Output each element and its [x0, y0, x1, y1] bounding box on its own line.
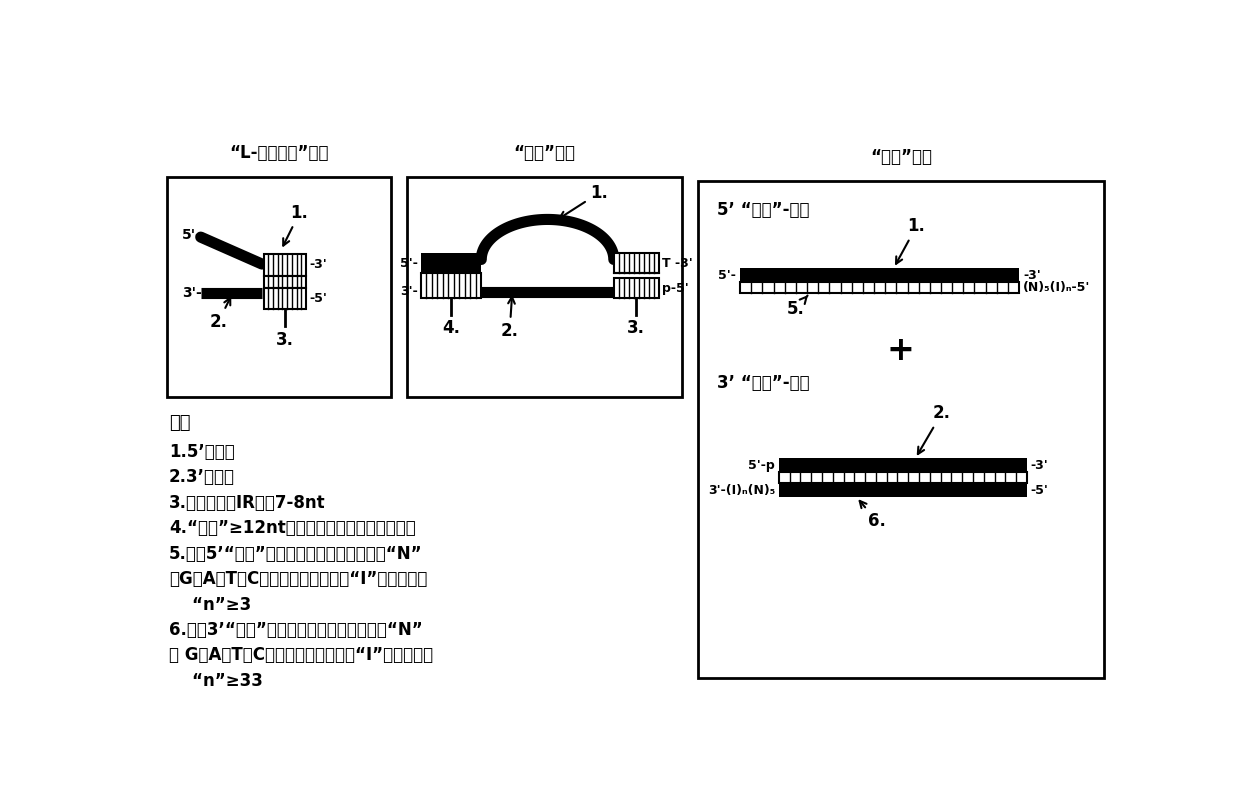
Bar [420, 273, 481, 298]
Text: “n”≥3: “n”≥3 [169, 596, 252, 614]
Text: 3'-: 3'- [182, 287, 202, 300]
Text: 3.: 3. [275, 331, 294, 349]
Text: 5'-: 5'- [399, 257, 418, 270]
Text: 5.用于5’“夹钔”接头的辅助寸核苷酸，其中“N”: 5.用于5’“夹钔”接头的辅助寸核苷酸，其中“N” [169, 545, 423, 563]
Text: 4.“扣环”≥12nt，将接头的两条链保持在一起: 4.“扣环”≥12nt，将接头的两条链保持在一起 [169, 520, 415, 537]
Text: 6.用于3’“夹钔”接头的辅助寸核苷酸，其中“N”: 6.用于3’“夹钔”接头的辅助寸核苷酸，其中“N” [169, 621, 423, 639]
Text: 为G，A，T，C核苷酸中的任一个，“I”是肌苷，且: 为G，A，T，C核苷酸中的任一个，“I”是肌苷，且 [169, 570, 428, 588]
Text: 4.: 4. [441, 319, 460, 337]
Bar [166, 177, 392, 397]
Text: 图例: 图例 [169, 413, 191, 432]
Bar [740, 282, 1019, 293]
Text: “夹钔”接头: “夹钔”接头 [870, 148, 932, 166]
Text: 2.: 2. [501, 297, 518, 341]
Text: -3': -3' [1030, 459, 1049, 472]
Bar [614, 253, 658, 273]
Text: 3'-(I)ₙ(N)₅: 3'-(I)ₙ(N)₅ [708, 484, 775, 497]
Bar [779, 483, 1027, 497]
Text: 5'-p: 5'-p [748, 459, 775, 472]
Bar [263, 288, 306, 310]
Text: T -3': T -3' [662, 257, 693, 269]
Text: “n”≥33: “n”≥33 [169, 672, 263, 690]
Text: “L-寸核苷酸”接头: “L-寸核苷酸”接头 [229, 144, 329, 162]
Text: -5': -5' [1030, 484, 1049, 497]
Text: 5.: 5. [786, 295, 807, 318]
Bar [263, 254, 306, 276]
Bar [779, 472, 1027, 483]
Text: 3.: 3. [627, 319, 645, 337]
Text: “鼓泡”接头: “鼓泡”接头 [513, 144, 575, 162]
Text: +: + [887, 334, 915, 367]
Bar [779, 459, 1027, 472]
Text: 6.: 6. [859, 501, 885, 530]
Text: 5'-: 5'- [718, 268, 737, 282]
Bar [420, 253, 481, 273]
Text: -3': -3' [309, 258, 327, 272]
Text: -5': -5' [309, 292, 327, 305]
Text: p-5': p-5' [662, 282, 688, 295]
Text: 1.: 1. [559, 184, 608, 219]
Bar [697, 181, 1105, 678]
Bar [407, 177, 682, 397]
Text: 2.: 2. [918, 405, 951, 454]
Bar [263, 276, 306, 288]
Text: 3’ “夹钔”-接头: 3’ “夹钔”-接头 [717, 374, 810, 392]
Text: 3'-: 3'- [401, 285, 418, 299]
Bar [614, 278, 658, 298]
Text: 2.3’半接头: 2.3’半接头 [169, 469, 234, 486]
Text: (N)₅(I)ₙ-5': (N)₅(I)ₙ-5' [1023, 281, 1090, 294]
Bar [740, 268, 1019, 282]
Text: 1.: 1. [283, 204, 309, 246]
Text: 1.5’半接头: 1.5’半接头 [169, 443, 234, 461]
Text: 为 G，A，T，C核苷酸中的任一个，“I”是肌苷，且: 为 G，A，T，C核苷酸中的任一个，“I”是肌苷，且 [169, 646, 433, 664]
Text: 2.: 2. [210, 298, 231, 331]
Text: 5'-: 5'- [182, 228, 202, 242]
Text: 3.反向重复（IR）：7-8nt: 3.反向重复（IR）：7-8nt [169, 494, 326, 512]
Text: -3': -3' [1023, 268, 1040, 282]
Text: 1.: 1. [897, 217, 925, 264]
Text: 5’ “夹钔”-接头: 5’ “夹钔”-接头 [717, 200, 810, 219]
